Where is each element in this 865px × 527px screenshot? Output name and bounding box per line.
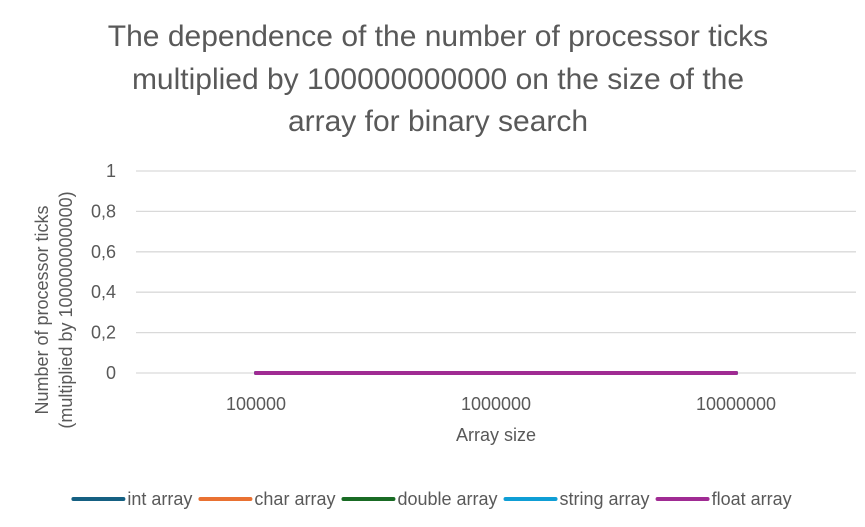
y-axis-tick-labels: 0 0,2 0,4 0,6 0,8 1 — [91, 161, 116, 383]
y-axis-title-line-2: (multiplied by 100000000000) — [56, 191, 76, 428]
y-axis-title: Number of processor ticks (multiplied by… — [32, 191, 76, 428]
gridlines — [136, 170, 856, 374]
y-tick-label: 0,8 — [91, 201, 116, 221]
chart-title-line-2: multiplied by 100000000000 on the size o… — [132, 63, 744, 96]
legend-label: int array — [127, 489, 192, 509]
legend-item: string array — [503, 489, 650, 509]
y-axis-title-line-1: Number of processor ticks — [32, 205, 52, 414]
legend-label: string array — [560, 489, 650, 509]
legend-label: double array — [397, 489, 497, 509]
x-tick-label: 100000 — [226, 394, 286, 414]
y-tick-label: 0,2 — [91, 323, 116, 343]
y-tick-label: 0,4 — [91, 282, 116, 302]
y-tick-label: 1 — [106, 161, 116, 181]
y-tick-label: 0,6 — [91, 242, 116, 262]
y-tick-label: 0 — [106, 363, 116, 383]
chart-title-line-1: The dependence of the number of processo… — [108, 20, 768, 53]
x-axis-tick-labels: 100000 1000000 10000000 — [226, 394, 776, 414]
x-tick-label: 10000000 — [696, 394, 776, 414]
legend-label: char array — [254, 489, 335, 509]
legend: int array char array double array string ar… — [71, 489, 792, 509]
legend-item: char array — [198, 489, 335, 509]
legend-item: int array — [71, 489, 192, 509]
x-tick-label: 1000000 — [461, 394, 531, 414]
legend-item: double array — [341, 489, 498, 509]
chart-title-line-3: array for binary search — [288, 105, 588, 138]
legend-label: float array — [712, 489, 792, 509]
chart-title: The dependence of the number of processo… — [108, 20, 768, 138]
legend-item: float array — [655, 489, 792, 509]
x-axis-title: Array size — [456, 425, 536, 445]
